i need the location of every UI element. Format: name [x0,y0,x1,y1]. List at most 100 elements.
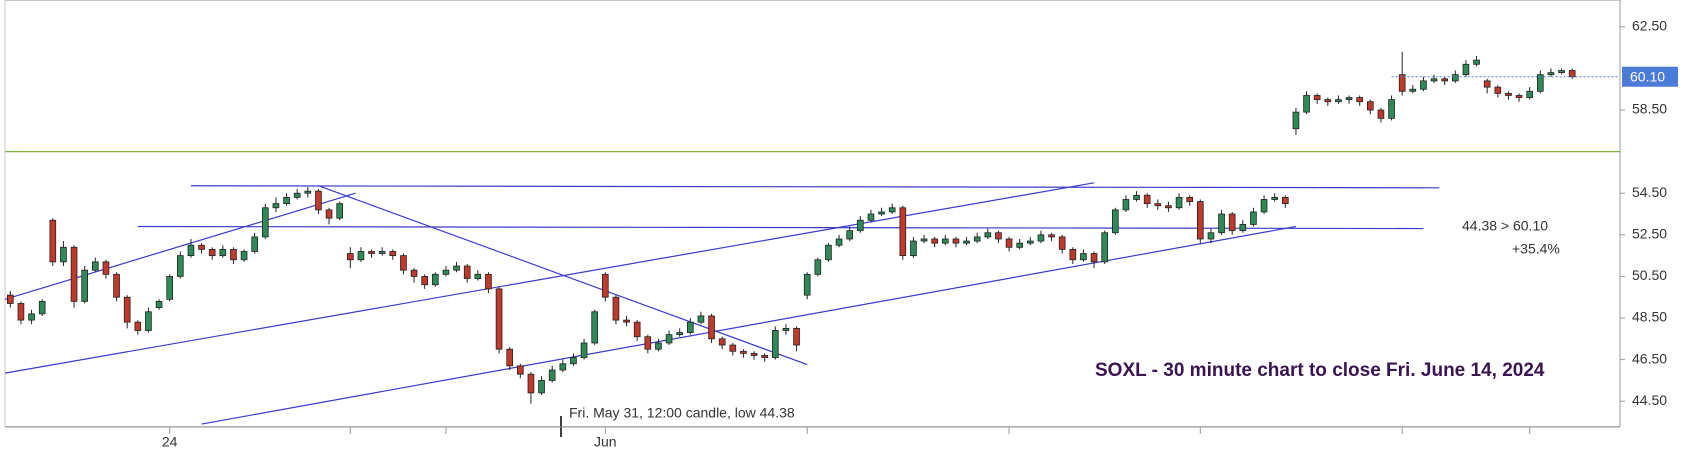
candle-body [134,321,142,331]
trendline [137,225,1424,230]
candle-body [1568,70,1576,78]
candle-body [771,330,779,358]
candle-body [644,336,652,350]
candle-body [612,296,620,321]
candle-body [240,251,248,261]
candle-body [1186,196,1194,202]
trendline [4,192,356,300]
candle-body [1058,236,1066,250]
candle-body [6,294,14,304]
candle-body [1526,90,1534,98]
candle-body [1494,86,1502,94]
trendline [201,225,1297,425]
candle-body [272,203,280,209]
candle-body [453,265,460,271]
candle-body [973,236,981,242]
candle-body [1409,88,1417,92]
chart-title: SOXL - 30 minute chart to close Fri. Jun… [1095,360,1545,381]
candle-body [463,265,471,279]
candle-body [145,311,152,331]
candle-body [70,246,78,302]
x-tick-label: 24 [162,434,178,450]
candle-body [431,273,439,286]
candle-body [910,240,917,257]
candle-body [729,344,737,352]
candle-body [1515,95,1523,98]
candle-body [697,315,705,323]
candle-body [761,355,769,358]
candle-body [1101,232,1109,263]
candle-body [1547,72,1555,76]
candle-body [198,244,205,250]
y-tick-label: 58.50 [1632,101,1667,117]
candle-body [1473,59,1480,65]
candle-body [442,269,450,275]
y-tick-label: 48.50 [1632,309,1667,325]
y-tick-label: 54.50 [1632,184,1667,200]
candle-body [17,303,25,321]
candle-body [835,238,843,246]
candle-body [283,196,290,205]
candle-body [166,276,174,300]
candle-body [304,190,312,194]
candle-body [400,255,407,271]
candle-body [856,219,864,232]
candle-body [187,244,195,257]
candle-body [102,261,110,275]
candle-body [28,313,35,321]
candle-body [538,380,545,394]
candle-body [867,213,875,221]
candle-body [1165,205,1172,209]
candle-body [1143,194,1151,205]
candle-body [548,369,556,381]
candle-body [1196,201,1204,240]
candle-body [920,238,928,242]
candle-body [123,296,131,323]
candle-body [474,273,482,279]
candle-body [952,238,960,244]
candle-body [1505,92,1512,96]
candle-body [686,321,694,333]
candle-body [315,190,322,211]
candle-body [506,348,514,367]
candle-body [485,273,492,290]
candle-body [570,357,577,365]
candle-body [38,300,46,315]
candle-body [601,273,609,298]
candle-body [1260,199,1268,213]
candle-body [1356,97,1364,103]
candle-body [665,334,673,344]
candle-body [1207,232,1215,240]
candle-body [293,192,301,198]
candle-body [803,273,811,296]
candle-body [825,244,832,261]
candle-body [1111,209,1119,234]
candle-body [1536,74,1544,92]
candle-body [623,319,630,323]
candle-body [846,230,854,240]
annotation: 44.38 > 60.10 [1462,218,1548,234]
candle-body [1228,213,1236,232]
candle-body [1398,74,1406,92]
candle-body [357,251,365,261]
candle-body [740,350,747,354]
candle-body [1250,211,1257,225]
candle-body [750,352,758,356]
candle-body [230,248,237,261]
y-tick-label: 50.50 [1632,267,1667,283]
candle-body [1462,63,1470,76]
candle-body [1281,196,1289,205]
candle-body [1313,95,1321,101]
candle-body [219,248,227,257]
candle-body [1090,253,1098,263]
candle-body [1037,234,1045,242]
candle-body [1558,70,1565,73]
candle-body [421,276,429,286]
candle-body [155,300,163,309]
candle-body [81,269,89,302]
y-tick-label: 46.50 [1632,350,1667,366]
candle-body [1451,74,1459,82]
candle-body [1303,95,1310,113]
candle-body [495,288,503,350]
candle-body [931,238,939,244]
